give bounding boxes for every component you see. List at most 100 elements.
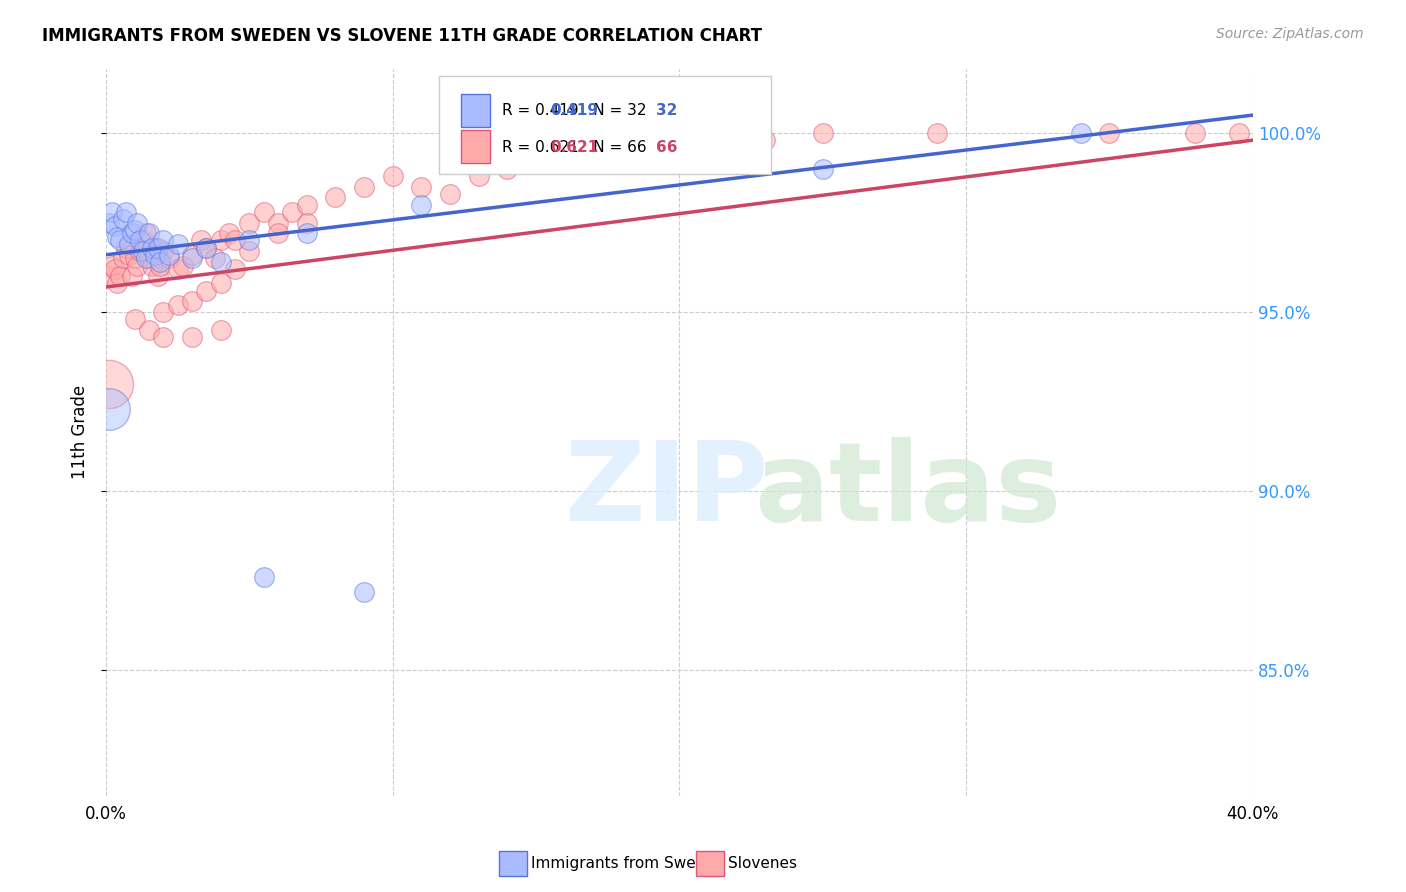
Bar	[461, 130, 491, 163]
Text: Immigrants from Sweden: Immigrants from Sweden	[531, 856, 725, 871]
Point	[115, 204, 138, 219]
Point	[1184, 126, 1206, 140]
Point	[143, 248, 166, 262]
Point	[138, 227, 160, 241]
Point	[209, 255, 232, 269]
Point	[112, 211, 135, 226]
Point	[439, 186, 461, 201]
Point	[152, 305, 174, 319]
Point	[181, 248, 204, 262]
Point	[1227, 126, 1250, 140]
Point	[697, 136, 720, 151]
Point	[224, 262, 246, 277]
Point	[181, 252, 204, 266]
Text: 32: 32	[657, 103, 678, 119]
Point	[1070, 126, 1092, 140]
Point	[100, 204, 122, 219]
Point	[118, 248, 141, 262]
Text: R = 0.419   N = 32: R = 0.419 N = 32	[502, 103, 647, 119]
Text: Slovenes: Slovenes	[728, 856, 797, 871]
Point	[218, 227, 240, 241]
Point	[353, 584, 375, 599]
Point	[138, 323, 160, 337]
Point	[149, 259, 172, 273]
Point	[112, 252, 135, 266]
Point	[135, 252, 157, 266]
Point	[129, 234, 152, 248]
Point	[132, 244, 155, 259]
Point	[209, 323, 232, 337]
Point	[115, 241, 138, 255]
Point	[252, 570, 274, 584]
Point	[927, 126, 949, 140]
Point	[209, 234, 232, 248]
Point	[152, 330, 174, 344]
Point	[204, 252, 226, 266]
Point	[110, 269, 132, 284]
Point	[141, 259, 163, 273]
Point	[103, 219, 125, 234]
Point	[811, 161, 834, 176]
Point	[411, 197, 433, 211]
Point	[105, 277, 128, 291]
Point	[127, 216, 149, 230]
Point	[353, 179, 375, 194]
Point	[238, 216, 260, 230]
Point	[467, 169, 489, 183]
Point	[103, 262, 125, 277]
Point	[195, 284, 218, 298]
Point	[582, 151, 605, 165]
Point	[209, 277, 232, 291]
Point	[238, 234, 260, 248]
Text: 0.419: 0.419	[550, 103, 598, 119]
Point	[97, 401, 120, 416]
Point	[640, 144, 662, 158]
Point	[141, 241, 163, 255]
Point	[1098, 126, 1121, 140]
Point	[124, 223, 146, 237]
Point	[496, 161, 519, 176]
Point	[105, 230, 128, 244]
Point	[224, 234, 246, 248]
Point	[127, 259, 149, 273]
Point	[152, 234, 174, 248]
Point	[143, 241, 166, 255]
Point	[110, 234, 132, 248]
Text: IMMIGRANTS FROM SWEDEN VS SLOVENE 11TH GRADE CORRELATION CHART: IMMIGRANTS FROM SWEDEN VS SLOVENE 11TH G…	[42, 27, 762, 45]
Point	[100, 259, 122, 273]
Point	[97, 376, 120, 391]
Point	[411, 179, 433, 194]
Text: atlas: atlas	[754, 437, 1062, 544]
Point	[190, 234, 212, 248]
Point	[157, 252, 180, 266]
Point	[149, 255, 172, 269]
Point	[181, 294, 204, 309]
Point	[172, 259, 194, 273]
Point	[152, 244, 174, 259]
Point	[281, 204, 304, 219]
FancyBboxPatch shape	[439, 76, 770, 174]
Point	[138, 252, 160, 266]
Point	[166, 237, 188, 252]
Point	[166, 262, 188, 277]
Point	[97, 216, 120, 230]
Point	[181, 330, 204, 344]
Point	[267, 216, 290, 230]
Point	[323, 190, 346, 204]
Point	[124, 312, 146, 326]
Point	[124, 252, 146, 266]
Text: ZIP: ZIP	[565, 437, 768, 544]
Point	[146, 269, 169, 284]
Point	[97, 269, 120, 284]
Point	[135, 227, 157, 241]
Point	[121, 227, 143, 241]
Y-axis label: 11th Grade: 11th Grade	[72, 385, 89, 479]
Point	[295, 216, 318, 230]
Point	[754, 133, 776, 147]
Text: Source: ZipAtlas.com: Source: ZipAtlas.com	[1216, 27, 1364, 41]
Point	[195, 241, 218, 255]
Point	[146, 241, 169, 255]
Point	[524, 154, 547, 169]
Point	[267, 227, 290, 241]
Point	[295, 227, 318, 241]
